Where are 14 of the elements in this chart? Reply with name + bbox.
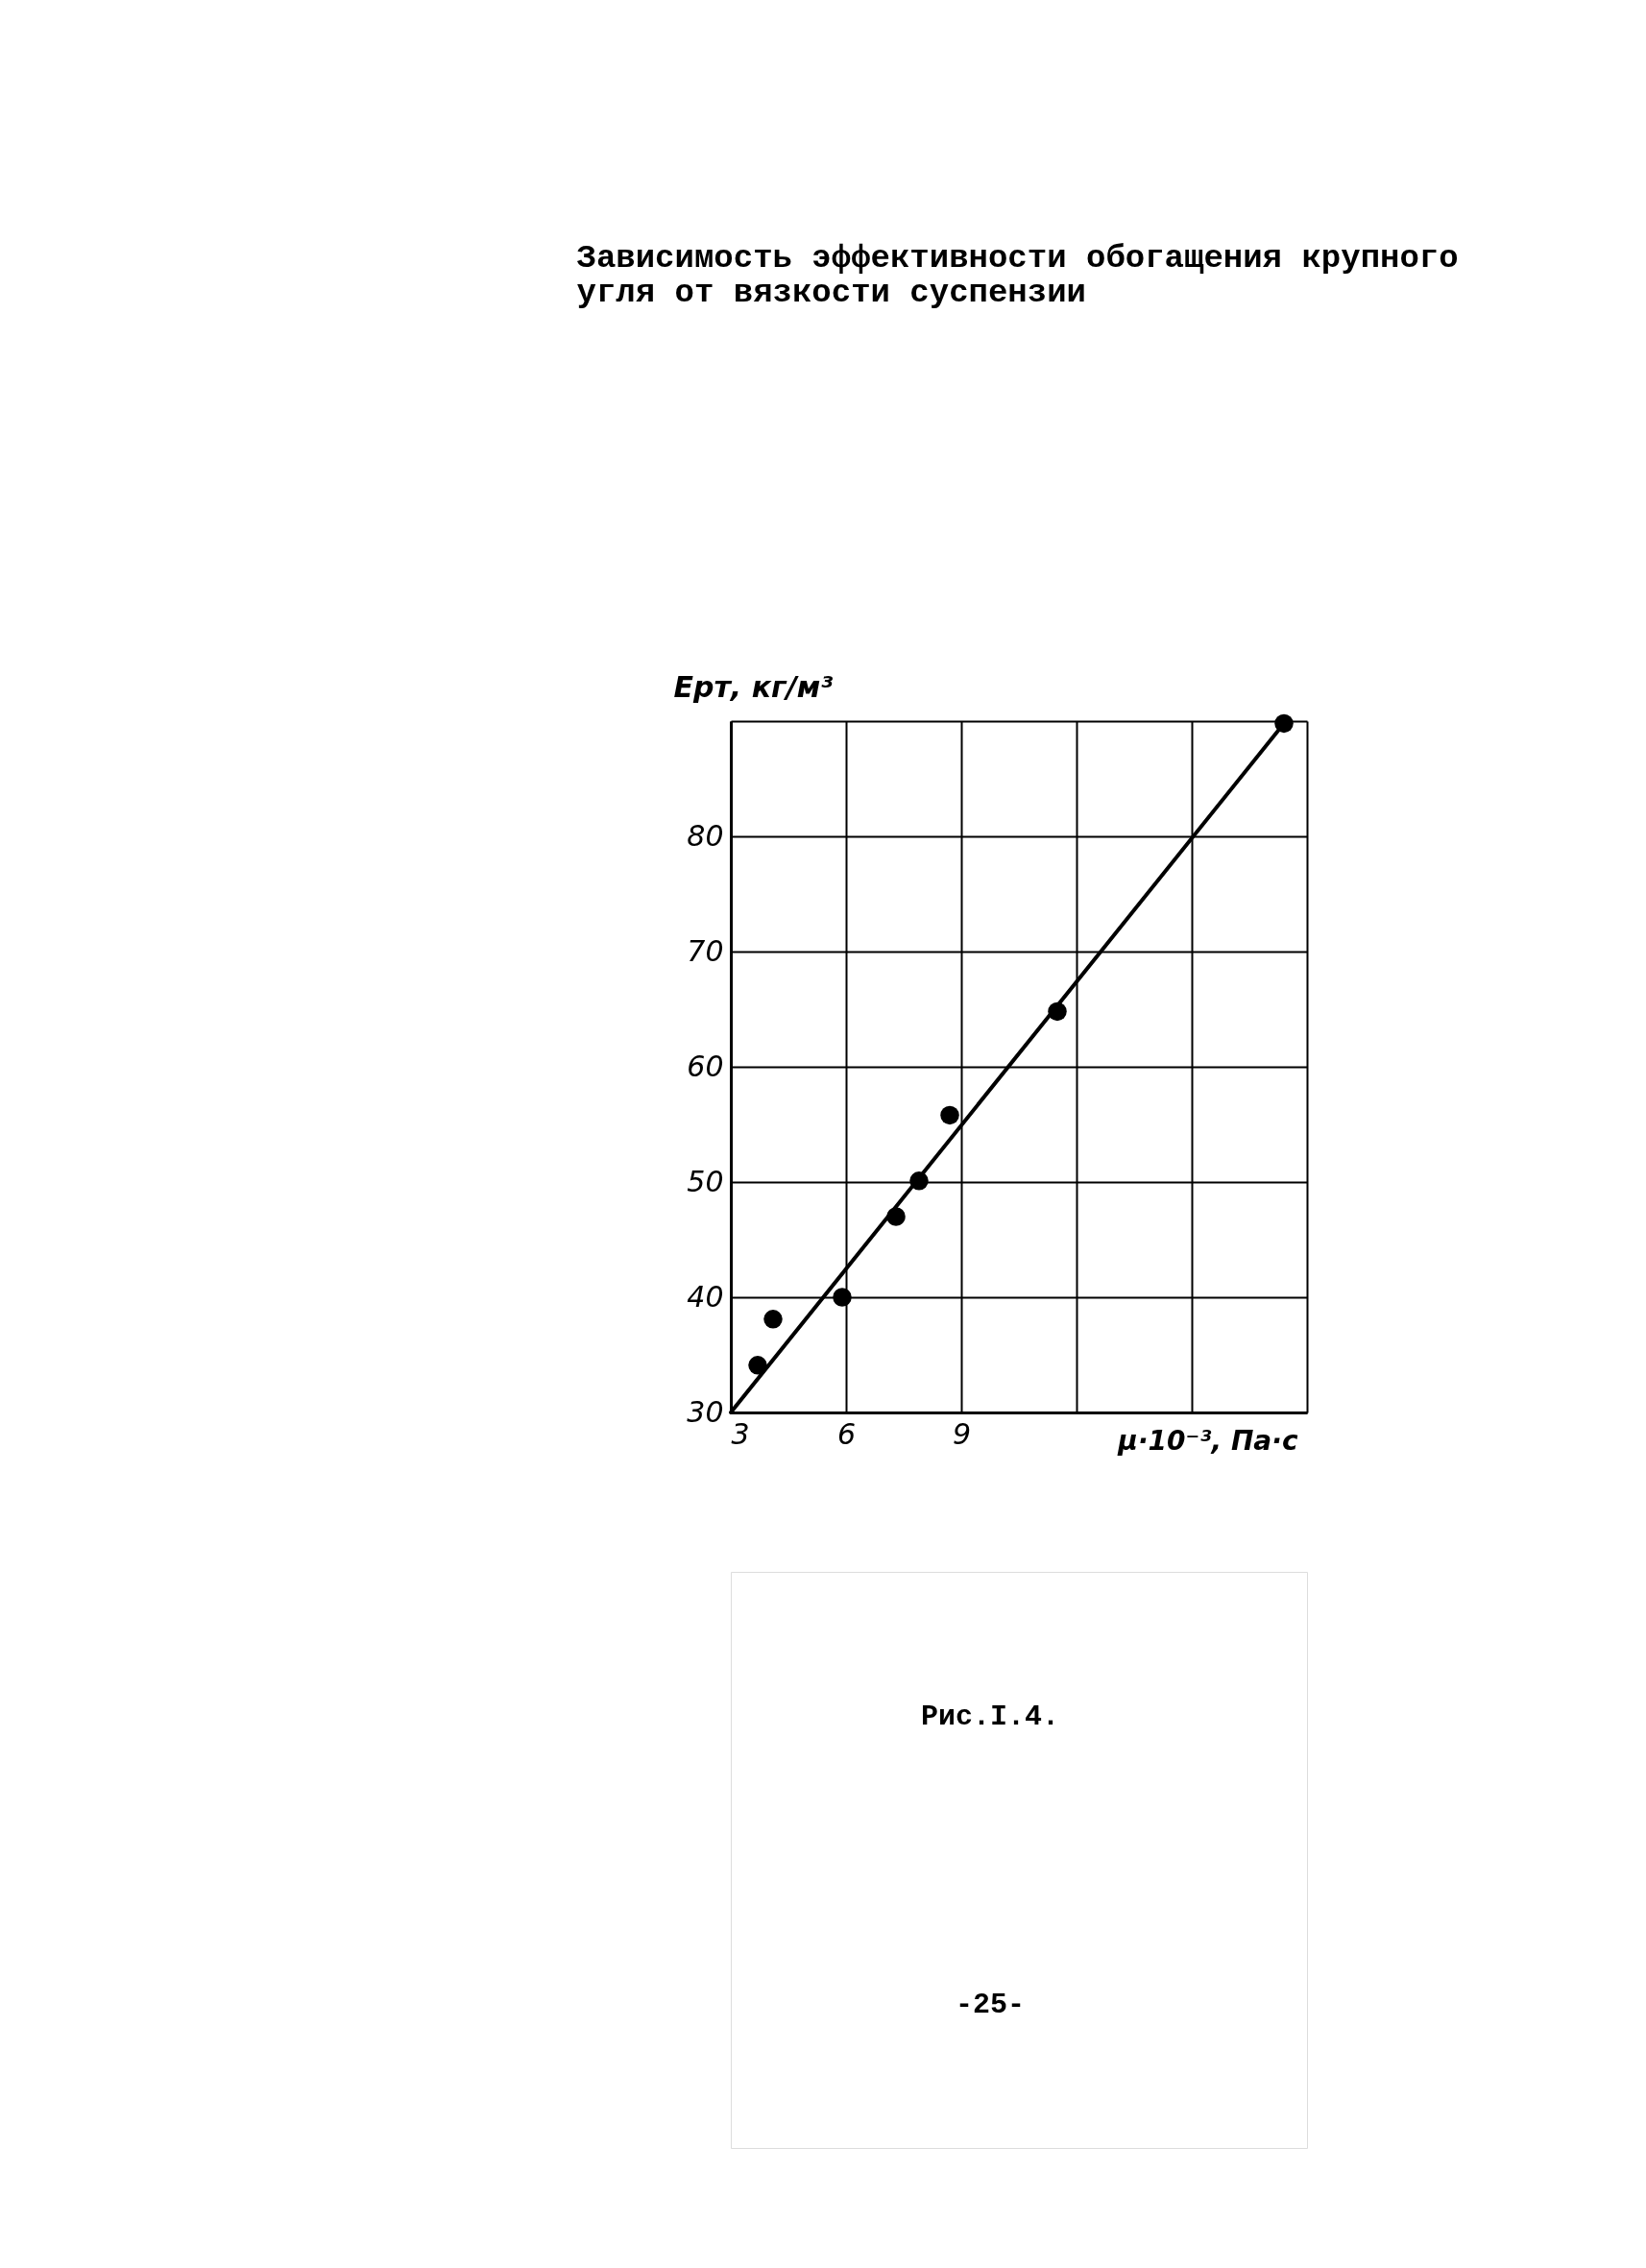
chart-title: Зависимость эффективности обогащения крупного угля от вязкости суспензии bbox=[576, 239, 1459, 311]
y-tick-label: 80 bbox=[687, 818, 724, 853]
y-tick-label: 30 bbox=[687, 1394, 724, 1429]
text: Рис.I.4. bbox=[920, 1701, 1060, 1733]
text: -25- bbox=[955, 1989, 1026, 2021]
x-tick-label: 3 bbox=[731, 1416, 750, 1451]
x-axis-title: μ·10⁻³, Па·с bbox=[1117, 1424, 1298, 1457]
x-tick-label: 9 bbox=[952, 1416, 972, 1451]
y-tick-label: 70 bbox=[687, 933, 724, 968]
y-tick-label: 60 bbox=[687, 1049, 724, 1083]
y-tick-label: 40 bbox=[687, 1279, 724, 1314]
y-tick-label: 50 bbox=[687, 1164, 724, 1198]
x-tick-label: 6 bbox=[836, 1416, 857, 1451]
y-axis-title: Eрт, кг/м³ bbox=[673, 669, 834, 704]
